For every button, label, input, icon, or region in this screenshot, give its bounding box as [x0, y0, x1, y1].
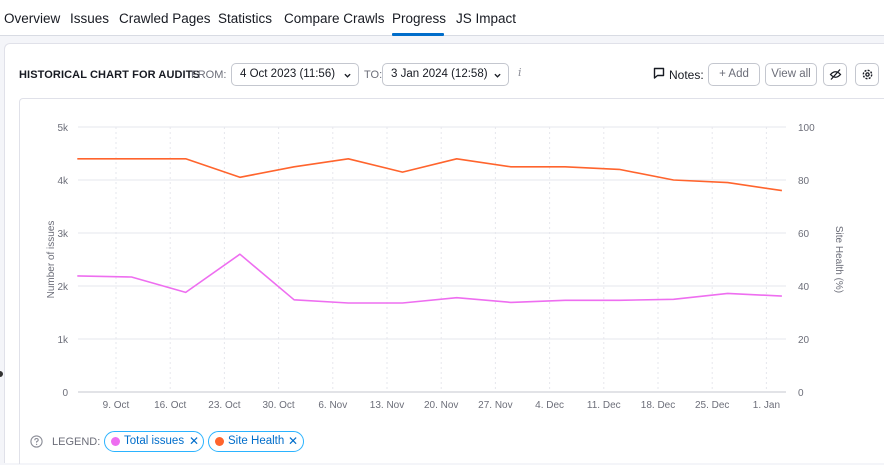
x-tick-label: 1. Jan: [753, 400, 780, 411]
y-right-tick-label: 100: [798, 123, 815, 134]
y-right-tick-label: 0: [798, 388, 804, 399]
y-left-tick-label: 5k: [57, 123, 69, 134]
add-note-button[interactable]: + Add: [708, 63, 760, 86]
hide-notes-button[interactable]: [823, 63, 847, 86]
view-all-notes-button[interactable]: View all: [765, 63, 817, 86]
y-right-axis-title: Site Health (%): [833, 226, 844, 293]
chevron-down-icon: [494, 73, 501, 78]
x-tick-label: 11. Dec: [587, 400, 621, 411]
series-line-site-health: [77, 157, 783, 192]
x-tick-label: 4. Dec: [535, 400, 564, 411]
active-tab-indicator: [392, 33, 444, 36]
report-tabs: Overview Issues Crawled Pages Statistics…: [0, 0, 884, 36]
tab-overview[interactable]: Overview: [4, 11, 61, 26]
y-left-tick-label: 2k: [57, 282, 69, 293]
y-right-tick-label: 20: [798, 335, 810, 346]
note-icon: [653, 67, 665, 79]
legend-chip-total-issues[interactable]: Total issues ✕: [104, 431, 204, 452]
from-date-value: 4 Oct 2023 (11:56): [240, 68, 336, 80]
legend-swatch: [111, 437, 120, 446]
legend-item-label: Site Health: [228, 435, 285, 447]
y-left-tick-label: 0: [62, 388, 68, 399]
chart-area: 0 1k 2k 3k 4k 5k 0 20 40 60 80 100 9. Oct 16. Oct 23. …: [19, 98, 884, 464]
historical-chart-card: HISTORICAL CHART FOR AUDITS FROM: 4 Oct …: [4, 43, 884, 464]
close-icon[interactable]: ✕: [288, 434, 299, 448]
to-date-select[interactable]: 3 Jan 2024 (12:58): [382, 63, 509, 86]
y-right-tick-label: 40: [798, 282, 810, 293]
help-circle-icon[interactable]: [30, 435, 43, 448]
edge-marker: [0, 371, 3, 377]
chevron-down-icon: [344, 73, 351, 78]
from-date-select[interactable]: 4 Oct 2023 (11:56): [231, 63, 359, 86]
x-tick-label: 23. Oct: [208, 400, 240, 411]
line-chart: 0 1k 2k 3k 4k 5k 0 20 40 60 80 100 9. Oct 16. Oct 23. …: [46, 123, 844, 411]
legend-item-label: Total issues: [124, 435, 185, 447]
x-tick-label: 18. Dec: [641, 400, 675, 411]
info-icon[interactable]: i: [518, 66, 522, 79]
eye-off-icon: [829, 69, 842, 80]
x-tick-label: 25. Dec: [695, 400, 729, 411]
y-left-tick-label: 3k: [57, 229, 69, 240]
series-line-total-issues: [77, 253, 782, 304]
from-label: FROM:: [191, 69, 227, 81]
to-label: TO:: [364, 69, 383, 81]
y-right-tick-label: 80: [798, 176, 810, 187]
legend-label: LEGEND:: [52, 436, 101, 448]
notes-label: Notes:: [669, 68, 704, 82]
tab-compare-crawls[interactable]: Compare Crawls: [284, 11, 385, 26]
x-tick-label: 30. Oct: [262, 400, 294, 411]
tab-js-impact[interactable]: JS Impact: [456, 11, 517, 26]
close-icon[interactable]: ✕: [189, 434, 200, 448]
y-left-axis-title: Number of issues: [46, 221, 57, 299]
y-left-tick-label: 1k: [57, 335, 69, 346]
to-date-value: 3 Jan 2024 (12:58): [391, 68, 488, 80]
tab-progress[interactable]: Progress: [392, 11, 447, 26]
x-tick-label: 16. Oct: [154, 400, 186, 411]
x-tick-label: 27. Nov: [478, 400, 512, 411]
tab-issues[interactable]: Issues: [70, 11, 110, 26]
y-right-tick-label: 60: [798, 229, 810, 240]
tab-crawled-pages[interactable]: Crawled Pages: [119, 11, 211, 26]
tab-statistics[interactable]: Statistics: [218, 11, 273, 26]
x-tick-label: 13. Nov: [370, 400, 404, 411]
legend-chip-site-health[interactable]: Site Health ✕: [208, 431, 304, 452]
x-tick-label: 9. Oct: [103, 400, 130, 411]
chart-card-title: HISTORICAL CHART FOR AUDITS: [19, 69, 200, 81]
settings-button[interactable]: [855, 63, 879, 86]
gear-icon: [862, 69, 873, 80]
y-left-tick-label: 4k: [57, 176, 69, 187]
legend-swatch: [215, 437, 224, 446]
x-tick-label: 20. Nov: [424, 400, 458, 411]
x-tick-label: 6. Nov: [318, 400, 347, 411]
